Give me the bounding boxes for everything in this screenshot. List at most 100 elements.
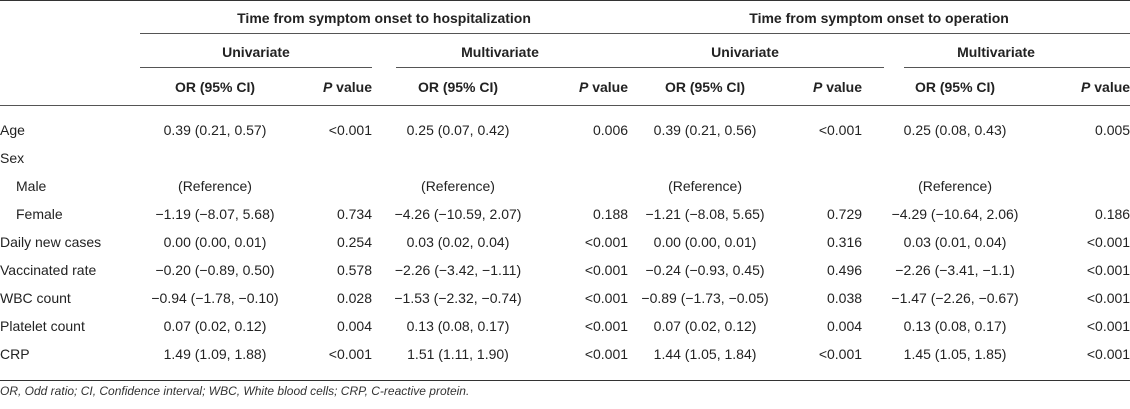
results-table: Time from symptom onset to hospitalizati…: [0, 0, 1130, 368]
table-row: CRP 1.49 (1.09, 1.88) <0.001 1.51 (1.11, 1.…: [0, 340, 1130, 368]
odds-ratio-cell: 1.51 (1.11, 1.90): [407, 346, 509, 362]
p-value-cell: <0.001: [584, 318, 629, 334]
p-value-cell: 0.005: [1095, 122, 1130, 138]
table-row: Male (Reference) (Reference) (Reference) (Re…: [0, 172, 1130, 200]
row-label: Sex: [0, 150, 25, 166]
column-header-or: OR (95% CI): [862, 68, 1049, 106]
subheader-univariate-hosp: Univariate: [222, 43, 290, 60]
underline-multivariate-hosp: [396, 67, 656, 68]
p-symbol: P: [1081, 78, 1091, 95]
odds-ratio-cell: −0.20 (−0.89, 0.50): [155, 262, 275, 278]
group-header-hospitalization: Time from symptom onset to hospitalizati…: [140, 0, 629, 35]
p-value-cell: 0.038: [826, 290, 863, 306]
column-header-p-value: P value: [544, 68, 629, 106]
column-header-p-value: P value: [290, 68, 372, 106]
odds-ratio-cell: −2.26 (−3.42, −1.11): [394, 262, 522, 278]
p-value-cell: <0.001: [1086, 234, 1130, 250]
subheader-multivariate-hosp: Multivariate: [461, 43, 539, 60]
odds-ratio-cell: 0.00 (0.00, 0.01): [653, 234, 757, 250]
p-value-cell: 0.254: [336, 234, 372, 250]
underline-univariate-op: [650, 67, 884, 68]
row-label: Male: [16, 178, 47, 194]
odds-ratio-cell: 0.39 (0.21, 0.56): [653, 122, 757, 138]
p-value-cell: [290, 144, 372, 172]
odds-ratio-cell: −1.53 (−2.32, −0.74): [394, 290, 522, 306]
underline-hospitalization: [140, 33, 656, 34]
table-row: WBC count −0.94 (−1.78, −0.10) 0.028 −1.53 …: [0, 284, 1130, 312]
odds-ratio-cell: −1.19 (−8.07, 5.68): [155, 206, 275, 222]
odds-ratio-cell: (Reference): [668, 178, 742, 194]
odds-ratio-cell: 0.07 (0.02, 0.12): [653, 318, 757, 334]
p-value-cell: [782, 172, 862, 200]
p-symbol: P: [578, 78, 589, 95]
p-value-text: value: [822, 78, 863, 95]
underline-multivariate-op: [904, 67, 1130, 68]
table-row: Platelet count 0.07 (0.02, 0.12) 0.004 0.13…: [0, 312, 1130, 340]
p-value-cell: [782, 144, 862, 172]
column-header-row: OR (95% CI) P value OR (95% CI) P value OR (…: [0, 68, 1130, 106]
p-value-cell: <0.001: [1086, 346, 1130, 362]
odds-ratio-cell: 0.13 (0.08, 0.17): [406, 318, 510, 334]
table-row: Sex: [0, 144, 1130, 172]
p-value-cell: 0.496: [826, 262, 863, 278]
odds-ratio-cell: 0.25 (0.08, 0.43): [903, 122, 1007, 138]
row-label: Platelet count: [0, 318, 85, 334]
p-value-cell: 0.734: [336, 206, 372, 222]
p-value-cell: 0.729: [826, 206, 863, 222]
subheader-univariate-op: Univariate: [711, 43, 779, 60]
p-value-cell: 0.004: [336, 318, 372, 334]
odds-ratio-cell: (Reference): [421, 178, 495, 194]
p-value-cell: 0.186: [1095, 206, 1130, 222]
p-value-cell: <0.001: [818, 346, 863, 362]
underline-operation: [650, 33, 1130, 34]
p-value-cell: <0.001: [584, 262, 629, 278]
column-header-or: OR (95% CI): [372, 68, 544, 106]
p-value-cell: <0.001: [328, 122, 372, 138]
odds-ratio-cell: −4.26 (−10.59, 2.07): [394, 206, 522, 222]
odds-ratio-cell: −2.26 (−3.41, −1.1): [895, 262, 1015, 278]
odds-ratio-cell: −0.24 (−0.93, 0.45): [645, 262, 765, 278]
row-label: Vaccinated rate: [0, 262, 97, 278]
p-value-cell: 0.006: [592, 122, 629, 138]
p-symbol: P: [322, 78, 333, 95]
p-value-cell: 0.188: [592, 206, 629, 222]
p-value-cell: <0.001: [328, 346, 372, 362]
odds-ratio-cell: 0.00 (0.00, 0.01): [163, 234, 267, 250]
group-header-operation: Time from symptom onset to operation: [628, 0, 1130, 35]
underline-univariate-hosp: [140, 67, 372, 68]
odds-ratio-cell: 0.03 (0.02, 0.04): [406, 234, 510, 250]
table-row: Female −1.19 (−8.07, 5.68) 0.734 −4.26 (−10…: [0, 200, 1130, 228]
stub-header: [0, 0, 140, 35]
odds-ratio-cell: 0.07 (0.02, 0.12): [163, 318, 267, 334]
table-bottom-rule: [0, 380, 1130, 381]
column-header-or: OR (95% CI): [140, 68, 290, 106]
odds-ratio-cell: [372, 144, 544, 172]
odds-ratio-cell: 1.44 (1.05, 1.84): [653, 346, 757, 362]
odds-ratio-cell: −0.94 (−1.78, −0.10): [151, 290, 279, 306]
row-label: Age: [0, 122, 25, 138]
odds-ratio-cell: −1.21 (−8.08, 5.65): [645, 206, 765, 222]
column-header-p-value: P value: [782, 68, 863, 106]
p-value-text: value: [588, 78, 629, 95]
p-value-text: value: [1090, 78, 1130, 95]
table-footnote: OR, Odd ratio; CI, Confidence interval; …: [0, 384, 470, 398]
row-label: WBC count: [0, 290, 71, 306]
odds-ratio-cell: (Reference): [178, 178, 252, 194]
column-header-p-value: P value: [1048, 68, 1130, 106]
odds-ratio-cell: [140, 144, 290, 172]
p-value-text: value: [332, 78, 372, 95]
odds-ratio-cell: 0.25 (0.07, 0.42): [406, 122, 510, 138]
odds-ratio-cell: −0.89 (−1.73, −0.05): [641, 290, 769, 306]
odds-ratio-cell: (Reference): [918, 178, 992, 194]
p-value-cell: 0.028: [336, 290, 372, 306]
odds-ratio-cell: 0.39 (0.21, 0.57): [163, 122, 267, 138]
p-value-cell: [544, 172, 628, 200]
p-value-cell: [290, 172, 372, 200]
p-symbol: P: [812, 78, 823, 95]
odds-ratio-cell: 1.49 (1.09, 1.88): [163, 346, 267, 362]
p-value-cell: 0.004: [826, 318, 863, 334]
p-value-cell: <0.001: [1086, 290, 1130, 306]
table-row: Age 0.39 (0.21, 0.57) <0.001 0.25 (0.07, 0.…: [0, 116, 1130, 144]
odds-ratio-cell: 0.03 (0.01, 0.04): [903, 234, 1007, 250]
